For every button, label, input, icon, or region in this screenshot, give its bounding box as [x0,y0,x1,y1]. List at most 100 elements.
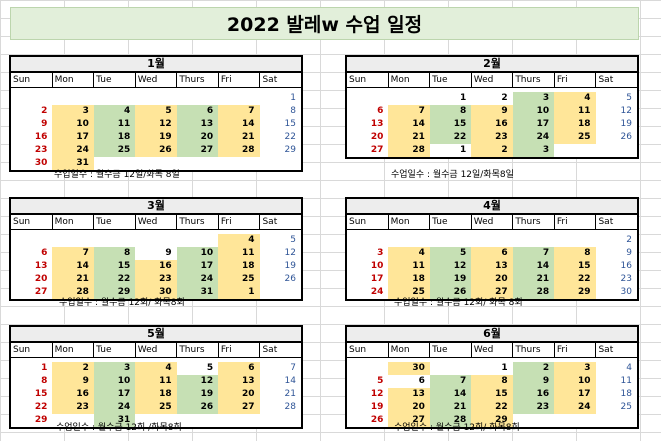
day-cell[interactable] [218,157,259,170]
day-cell[interactable]: 21 [388,131,430,144]
day-cell[interactable]: 6 [41,248,48,258]
day-cell[interactable]: 2 [512,362,555,375]
day-cell[interactable]: 15 [429,118,472,131]
day-cell[interactable]: 7 [218,105,260,118]
day-cell[interactable]: 12 [135,118,177,131]
day-cell[interactable]: 12 [620,106,632,116]
day-cell[interactable]: 28 [218,144,260,157]
day-cell[interactable]: 18 [554,118,596,131]
day-cell[interactable]: 1 [218,286,260,299]
day-cell[interactable]: 14 [218,118,260,131]
day-cell[interactable]: 3 [377,248,384,258]
day-cell[interactable]: 1 [501,363,508,373]
day-cell[interactable]: 7 [512,247,555,260]
day-cell[interactable] [388,92,429,105]
day-cell[interactable]: 10 [52,118,94,131]
day-cell[interactable]: 4 [218,234,260,247]
day-cell[interactable] [554,144,595,157]
day-cell[interactable]: 9 [41,119,48,129]
day-cell[interactable]: 1 [460,145,467,155]
day-cell[interactable]: 29 [554,286,596,299]
day-cell[interactable]: 27 [370,145,384,155]
day-cell[interactable]: 28 [284,402,296,412]
day-cell[interactable]: 27 [471,286,513,299]
day-cell[interactable]: 15 [554,260,596,273]
day-cell[interactable]: 22 [429,131,472,144]
day-cell[interactable]: 2 [52,362,94,375]
day-cell[interactable]: 14 [284,376,296,386]
day-cell[interactable]: 5 [135,105,177,118]
day-cell[interactable]: 25 [388,286,430,299]
day-cell[interactable]: 19 [370,402,384,412]
day-cell[interactable]: 30 [388,362,430,375]
day-cell[interactable]: 24 [554,401,596,414]
day-cell[interactable]: 5 [377,376,384,386]
day-cell[interactable]: 1 [290,93,296,103]
day-cell[interactable]: 18 [93,131,136,144]
day-cell[interactable]: 17 [176,260,219,273]
day-cell[interactable]: 21 [52,273,94,286]
day-cell[interactable] [554,414,595,427]
day-cell[interactable]: 21 [429,401,472,414]
day-cell[interactable] [513,234,554,247]
day-cell[interactable] [52,234,93,247]
day-cell[interactable]: 8 [290,106,296,116]
day-cell[interactable]: 15 [284,119,296,129]
day-cell[interactable]: 31 [52,157,94,170]
day-cell[interactable]: 10 [370,261,384,271]
day-cell[interactable]: 14 [429,388,472,401]
day-cell[interactable]: 22 [93,273,136,286]
day-cell[interactable]: 26 [176,401,219,414]
day-cell[interactable]: 15 [93,260,136,273]
day-cell[interactable] [177,234,218,247]
day-cell[interactable]: 11 [93,118,136,131]
day-cell[interactable]: 24 [93,401,136,414]
day-cell[interactable]: 4 [388,247,430,260]
day-cell[interactable]: 2 [626,235,632,245]
day-cell[interactable]: 31 [176,286,219,299]
day-cell[interactable]: 17 [52,131,94,144]
day-cell[interactable]: 26 [620,132,632,142]
day-cell[interactable] [177,157,218,170]
day-cell[interactable] [260,157,301,170]
day-cell[interactable]: 10 [512,105,555,118]
day-cell[interactable]: 18 [218,260,260,273]
day-cell[interactable]: 28 [429,414,472,427]
day-cell[interactable]: 24 [370,287,384,297]
day-cell[interactable]: 27 [176,144,219,157]
day-cell[interactable]: 20 [388,401,430,414]
day-cell[interactable] [94,234,135,247]
day-cell[interactable]: 9 [52,375,94,388]
day-cell[interactable]: 16 [512,388,555,401]
day-cell[interactable]: 8 [471,375,513,388]
day-cell[interactable]: 4 [554,92,596,105]
day-cell[interactable] [347,362,388,375]
day-cell[interactable]: 11 [620,376,632,386]
day-cell[interactable]: 25 [218,273,260,286]
day-cell[interactable]: 28 [52,286,94,299]
day-cell[interactable]: 23 [135,273,177,286]
day-cell[interactable]: 16 [52,388,94,401]
day-cell[interactable]: 27 [218,401,260,414]
day-cell[interactable]: 9 [165,248,172,258]
day-cell[interactable]: 20 [471,273,513,286]
day-cell[interactable]: 5 [290,235,296,245]
day-cell[interactable]: 27 [388,414,430,427]
day-cell[interactable]: 23 [471,131,513,144]
day-cell[interactable]: 29 [284,145,296,155]
day-cell[interactable]: 7 [429,375,472,388]
day-cell[interactable]: 23 [52,401,94,414]
day-cell[interactable] [260,414,301,427]
day-cell[interactable]: 11 [388,260,430,273]
day-cell[interactable]: 9 [471,105,513,118]
day-cell[interactable]: 1 [41,363,48,373]
day-cell[interactable] [11,234,52,247]
day-cell[interactable]: 28 [512,286,555,299]
day-cell[interactable]: 18 [620,389,632,399]
day-cell[interactable]: 26 [284,274,296,284]
day-cell[interactable] [218,414,259,427]
day-cell[interactable] [11,92,52,105]
day-cell[interactable]: 13 [176,118,219,131]
day-cell[interactable]: 6 [218,362,260,375]
day-cell[interactable]: 6 [176,105,219,118]
